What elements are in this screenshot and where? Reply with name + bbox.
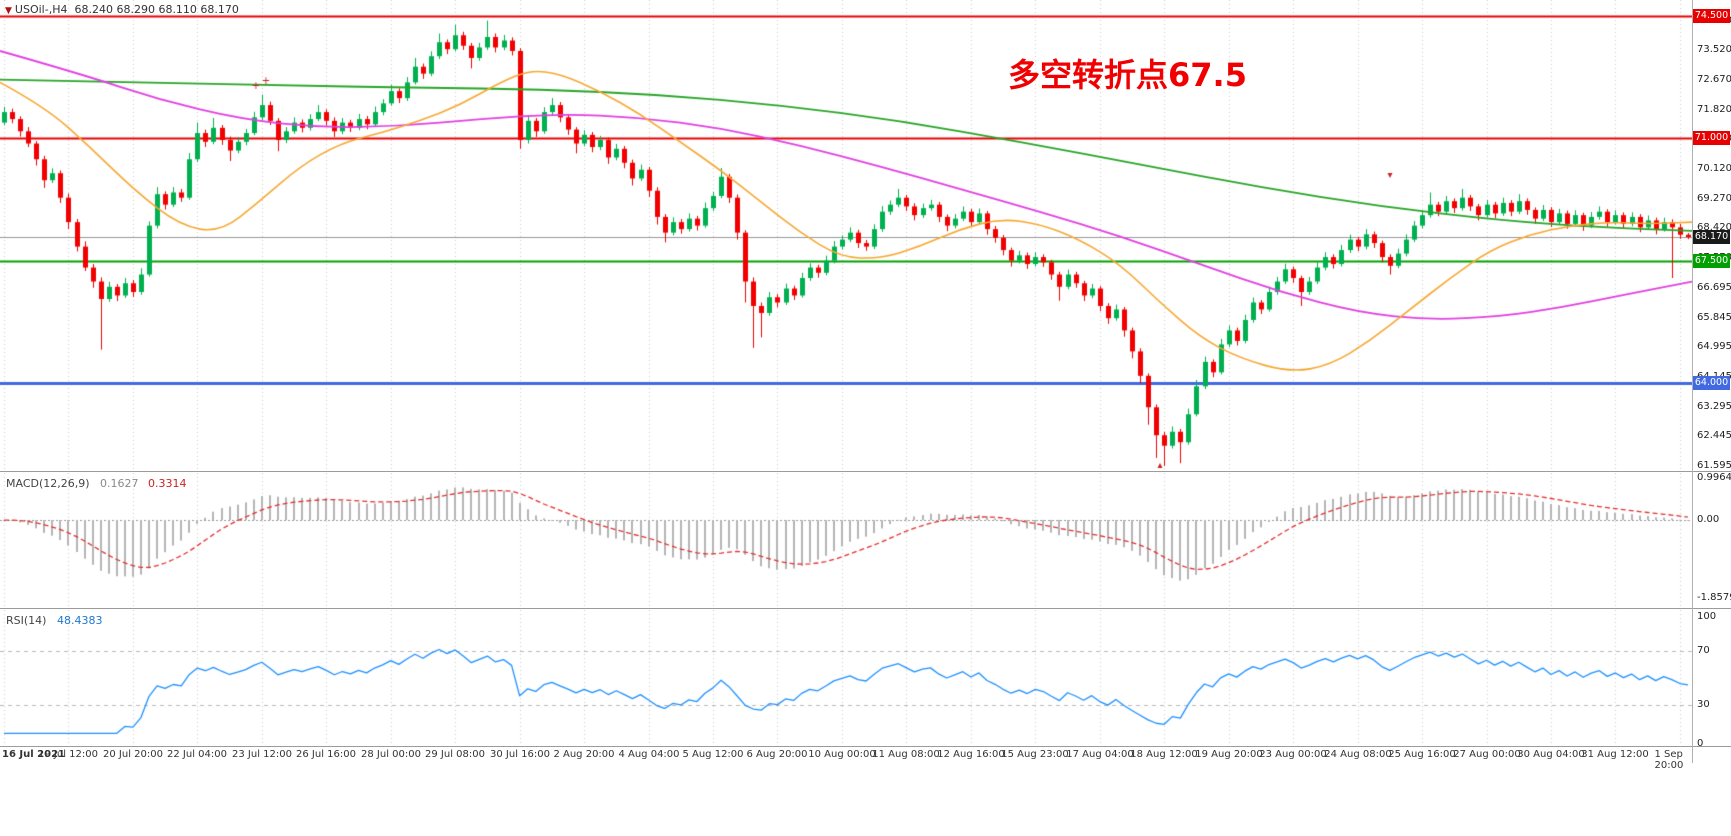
time-axis-label: 30 Aug 04:00 (1517, 749, 1585, 760)
price-level-badge: 67.500 (1693, 253, 1730, 268)
time-axis-label: 10 Aug 00:00 (808, 749, 876, 760)
price-axis-separator (1692, 0, 1693, 763)
time-axis-label: 19 Aug 20:00 (1195, 749, 1263, 760)
time-axis-label: 12 Aug 16:00 (937, 749, 1005, 760)
panel-separator[interactable] (0, 608, 1731, 609)
macd-axis-tick-label: -1.8579 (1697, 592, 1731, 604)
rsi-axis-tick-label: 70 (1697, 644, 1710, 656)
time-axis-label: 20 Jul 20:00 (103, 749, 163, 760)
macd-axis-tick-label: 0.9964 (1697, 472, 1731, 483)
price-axis-tick-label: 64.995 (1697, 341, 1731, 353)
price-axis-tick-label: 65.845 (1697, 311, 1731, 323)
time-axis-label: 15 Aug 23:00 (1001, 749, 1069, 760)
main-price-chart-canvas[interactable] (0, 0, 1692, 471)
macd-axis-tick-label: 0.00 (1697, 514, 1720, 526)
time-axis-label: 16 Jul 2021 (2, 749, 65, 760)
time-axis-label: 19 Jul 12:00 (38, 749, 98, 760)
price-axis-tick-label: 73.520 (1697, 44, 1731, 56)
panel-separator[interactable] (0, 746, 1731, 747)
text-annotation[interactable]: 多空转折点67.5 (1008, 56, 1247, 94)
time-axis-label: 22 Jul 04:00 (167, 749, 227, 760)
time-axis-label: 29 Jul 08:00 (425, 749, 485, 760)
chart-title: ▼ USOil-,H4 68.240 68.290 68.110 68.170 (5, 3, 239, 16)
current-price-badge: 68.170 (1693, 230, 1730, 245)
macd-indicator-canvas[interactable] (0, 473, 1692, 608)
price-axis-tick-label: 63.295 (1697, 400, 1731, 412)
time-axis-label: 23 Jul 12:00 (232, 749, 292, 760)
time-axis-label: 17 Aug 04:00 (1066, 749, 1134, 760)
price-axis-tick-label: 72.670 (1697, 73, 1731, 85)
rsi-axis-tick-label: 30 (1697, 698, 1710, 710)
symbol-period-label: USOil-,H4 (14, 3, 68, 16)
price-axis-tick-label: 71.820 (1697, 103, 1731, 115)
time-axis-label: 1 Sep 20:00 (1654, 749, 1684, 771)
time-axis-label: 31 Aug 12:00 (1581, 749, 1649, 760)
time-axis-label: 26 Jul 16:00 (296, 749, 356, 760)
time-axis-label: 2 Aug 20:00 (553, 749, 615, 760)
rsi-indicator-canvas[interactable] (0, 610, 1692, 745)
time-axis-label: 28 Jul 00:00 (361, 749, 421, 760)
ohlc-values: 68.240 68.290 68.110 68.170 (74, 3, 239, 16)
panel-separator[interactable] (0, 471, 1731, 472)
macd-panel-label: MACD(12,26,9) 0.1627 0.3314 (6, 477, 187, 490)
price-axis-tick-label: 68.420 (1697, 222, 1731, 234)
time-axis-label: 5 Aug 12:00 (682, 749, 744, 760)
macd-name: MACD(12,26,9) (6, 477, 90, 490)
time-axis-label: 30 Jul 16:00 (490, 749, 550, 760)
price-level-badge: 71.000 (1693, 131, 1730, 146)
price-axis-tick-label: 66.695 (1697, 281, 1731, 293)
price-level-badge: 74.500 (1693, 9, 1730, 24)
price-axis-tick-label: 69.270 (1697, 192, 1731, 204)
time-axis-label: 4 Aug 04:00 (618, 749, 680, 760)
time-axis-label: 23 Aug 00:00 (1259, 749, 1327, 760)
rsi-axis-tick-label: 0 (1697, 738, 1704, 749)
rsi-value: 48.4383 (56, 614, 103, 627)
macd-signal-value: 0.3314 (148, 477, 187, 490)
rsi-name: RSI(14) (6, 614, 47, 627)
rsi-axis-tick-label: 100 (1697, 611, 1717, 622)
time-axis-label: 6 Aug 20:00 (746, 749, 808, 760)
price-level-badge: 64.000 (1693, 375, 1730, 390)
rsi-panel-label: RSI(14) 48.4383 (6, 614, 102, 627)
time-axis-label: 27 Aug 00:00 (1453, 749, 1521, 760)
macd-main-value: 0.1627 (100, 477, 139, 490)
time-axis-label: 24 Aug 08:00 (1324, 749, 1392, 760)
price-axis-tick-label: 61.595 (1697, 459, 1731, 471)
time-axis-label: 18 Aug 12:00 (1130, 749, 1198, 760)
price-axis-tick-label: 62.445 (1697, 430, 1731, 442)
symbol-dropdown-icon: ▼ (5, 6, 12, 16)
price-axis-tick-label: 70.120 (1697, 163, 1731, 175)
time-axis-label: 25 Aug 16:00 (1388, 749, 1456, 760)
time-axis-label: 11 Aug 08:00 (872, 749, 940, 760)
